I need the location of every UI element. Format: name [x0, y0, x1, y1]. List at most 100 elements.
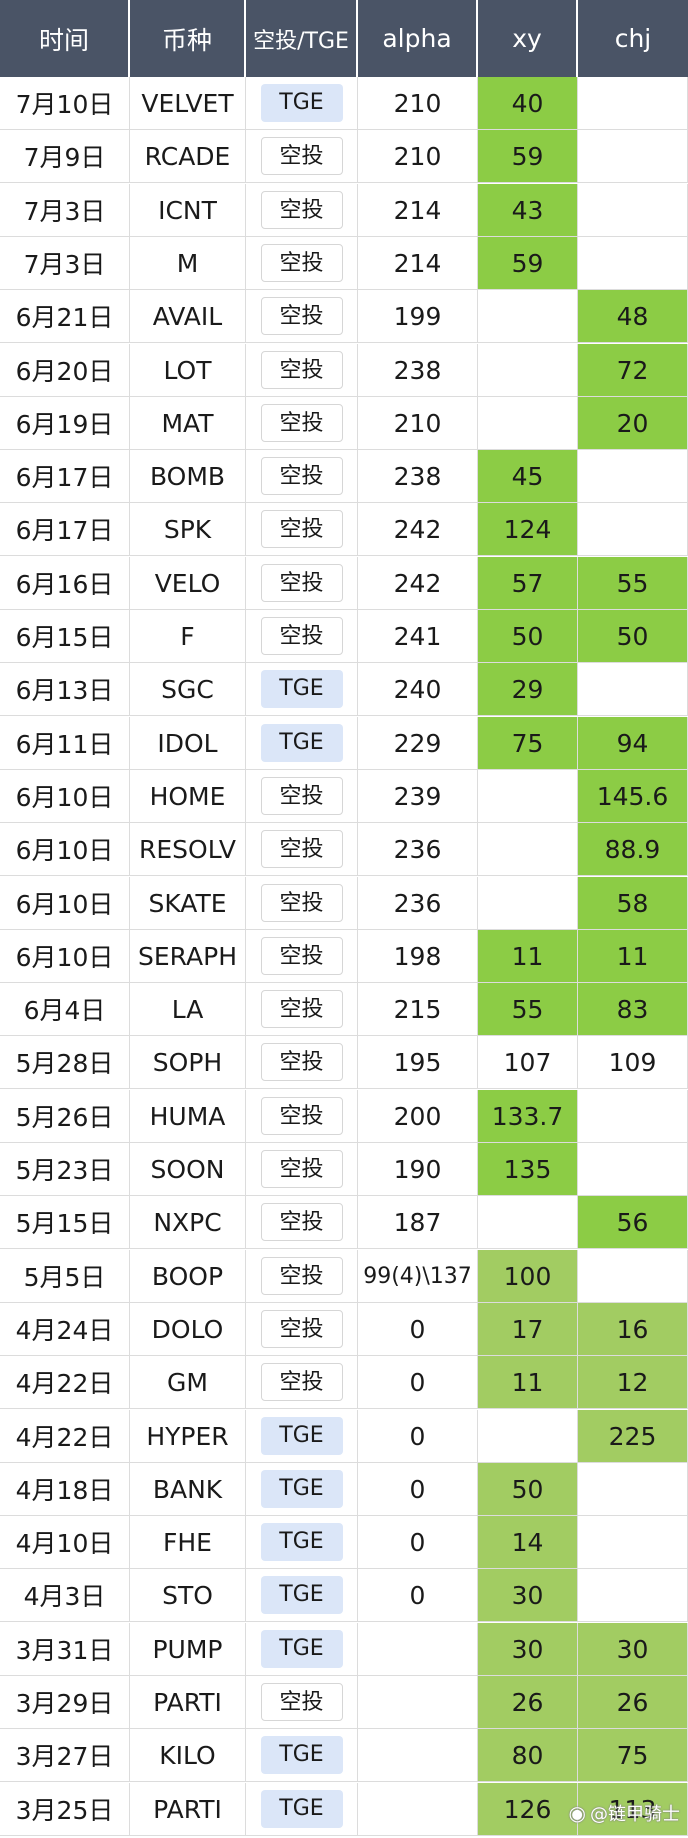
table-row: 6月10日 SKATE 空投 236 58	[0, 877, 688, 930]
table-row: 7月10日 VELVET TGE 210 40	[0, 77, 688, 130]
cell-alpha: 190	[358, 1143, 478, 1196]
cell-xy	[478, 770, 578, 823]
cell-coin: STO	[130, 1569, 246, 1622]
cell-coin: SOON	[130, 1143, 246, 1196]
cell-coin: PARTI	[130, 1783, 246, 1836]
cell-chj	[578, 1516, 688, 1569]
table-row: 6月10日 HOME 空投 239 145.6	[0, 770, 688, 823]
cell-alpha: 238	[358, 344, 478, 397]
cell-type: 空投	[246, 503, 358, 556]
cell-date: 5月28日	[0, 1036, 130, 1089]
cell-chj: 94	[578, 717, 688, 770]
type-badge: 空投	[260, 457, 343, 495]
cell-date: 5月15日	[0, 1196, 130, 1249]
table-row: 6月21日 AVAIL 空投 199 48	[0, 290, 688, 343]
cell-xy	[478, 877, 578, 930]
type-badge: 空投	[260, 990, 343, 1028]
cell-alpha: 199	[358, 290, 478, 343]
cell-date: 4月10日	[0, 1516, 130, 1569]
cell-alpha	[358, 1729, 478, 1782]
cell-xy: 133.7	[478, 1090, 578, 1143]
cell-chj: 48	[578, 290, 688, 343]
table-row: 3月27日 KILO TGE 80 75	[0, 1729, 688, 1782]
type-badge: TGE	[260, 84, 343, 122]
cell-alpha: 242	[358, 503, 478, 556]
cell-xy: 75	[478, 717, 578, 770]
table-row: 5月23日 SOON 空投 190 135	[0, 1143, 688, 1196]
type-badge: 空投	[260, 351, 343, 389]
cell-xy: 11	[478, 1356, 578, 1409]
cell-alpha: 198	[358, 930, 478, 983]
cell-chj: 75	[578, 1729, 688, 1782]
cell-type: TGE	[246, 663, 358, 716]
table-row: 5月28日 SOPH 空投 195 107 109	[0, 1036, 688, 1089]
cell-xy: 124	[478, 503, 578, 556]
table-row: 7月3日 ICNT 空投 214 43	[0, 184, 688, 237]
cell-chj: 26	[578, 1676, 688, 1729]
cell-type: 空投	[246, 1676, 358, 1729]
type-badge: 空投	[260, 830, 343, 868]
cell-coin: HUMA	[130, 1090, 246, 1143]
cell-type: 空投	[246, 237, 358, 290]
cell-type: TGE	[246, 77, 358, 130]
cell-alpha: 210	[358, 397, 478, 450]
type-badge: 空投	[260, 884, 343, 922]
table-row: 6月13日 SGC TGE 240 29	[0, 663, 688, 716]
table-row: 6月17日 BOMB 空投 238 45	[0, 450, 688, 503]
cell-chj: 58	[578, 877, 688, 930]
cell-xy	[478, 344, 578, 397]
cell-date: 6月17日	[0, 503, 130, 556]
cell-type: TGE	[246, 1783, 358, 1836]
cell-alpha: 210	[358, 77, 478, 130]
header-coin: 币种	[130, 0, 246, 77]
cell-chj: 50	[578, 610, 688, 663]
type-badge: 空投	[260, 1363, 343, 1401]
cell-xy: 14	[478, 1516, 578, 1569]
cell-xy	[478, 1410, 578, 1463]
cell-date: 5月5日	[0, 1250, 130, 1303]
cell-chj: 12	[578, 1356, 688, 1409]
table-row: 6月10日 RESOLV 空投 236 88.9	[0, 823, 688, 876]
cell-type: 空投	[246, 1250, 358, 1303]
cell-coin: ICNT	[130, 184, 246, 237]
cell-type: 空投	[246, 930, 358, 983]
type-badge: TGE	[260, 1417, 343, 1455]
table-row: 4月18日 BANK TGE 0 50	[0, 1463, 688, 1516]
cell-alpha: 99(4)\137	[358, 1250, 478, 1303]
cell-alpha: 0	[358, 1303, 478, 1356]
cell-chj	[578, 1090, 688, 1143]
cell-alpha: 0	[358, 1356, 478, 1409]
cell-alpha: 0	[358, 1463, 478, 1516]
cell-alpha: 229	[358, 717, 478, 770]
cell-coin: SKATE	[130, 877, 246, 930]
cell-coin: PARTI	[130, 1676, 246, 1729]
cell-chj	[578, 77, 688, 130]
table-row: 7月9日 RCADE 空投 210 59	[0, 130, 688, 183]
cell-type: TGE	[246, 1516, 358, 1569]
table-header: 时间 币种 空投/TGE alpha xy chj	[0, 0, 688, 77]
cell-xy: 17	[478, 1303, 578, 1356]
table-row: 3月29日 PARTI 空投 26 26	[0, 1676, 688, 1729]
cell-xy	[478, 823, 578, 876]
cell-date: 7月3日	[0, 237, 130, 290]
cell-date: 6月13日	[0, 663, 130, 716]
cell-date: 6月10日	[0, 770, 130, 823]
cell-chj: 30	[578, 1623, 688, 1676]
cell-chj	[578, 1569, 688, 1622]
cell-chj: 11	[578, 930, 688, 983]
table-row: 4月22日 HYPER TGE 0 225	[0, 1410, 688, 1463]
cell-coin: BOMB	[130, 450, 246, 503]
cell-xy: 30	[478, 1623, 578, 1676]
cell-chj	[578, 237, 688, 290]
cell-coin: GM	[130, 1356, 246, 1409]
type-badge: TGE	[260, 1576, 343, 1614]
cell-coin: SGC	[130, 663, 246, 716]
cell-chj	[578, 1143, 688, 1196]
cell-xy: 50	[478, 1463, 578, 1516]
table-row: 5月26日 HUMA 空投 200 133.7	[0, 1090, 688, 1143]
cell-coin: AVAIL	[130, 290, 246, 343]
type-badge: 空投	[260, 191, 343, 229]
cell-coin: SOPH	[130, 1036, 246, 1089]
cell-xy	[478, 397, 578, 450]
cell-coin: LA	[130, 983, 246, 1036]
